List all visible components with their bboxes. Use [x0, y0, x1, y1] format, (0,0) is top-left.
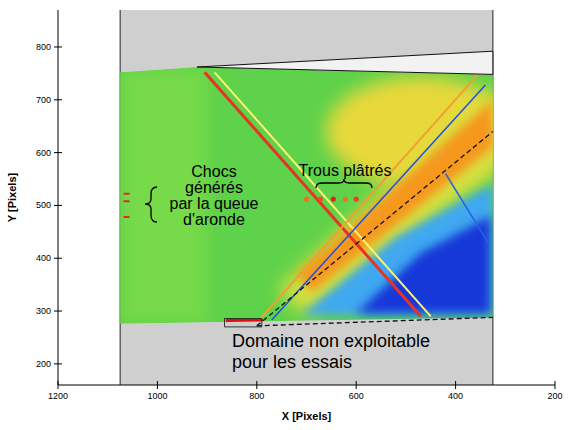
shock-line: [259, 74, 478, 320]
y-axis-title: Y [Pixels]: [6, 173, 18, 223]
y-tick: [54, 311, 58, 312]
y-tick: [54, 46, 58, 47]
plaster-hole: [304, 196, 309, 201]
red-zone: [226, 319, 263, 324]
y-tick-label: 300: [36, 306, 51, 316]
y-tick-label: 700: [36, 95, 51, 105]
y-tick-label: 500: [36, 200, 51, 210]
annotation-holes: Trous plâtrés: [299, 162, 392, 179]
plaster-hole: [318, 196, 323, 201]
shock-line: [446, 174, 488, 243]
x-tick-label: 1200: [48, 391, 68, 401]
invalid-domain-edge: [257, 131, 493, 325]
y-tick-inner: [58, 205, 62, 206]
x-tick-inner: [157, 381, 158, 385]
annotation-shocks: Chocs: [191, 163, 236, 180]
y-tick-label: 600: [36, 148, 51, 158]
x-tick: [555, 385, 556, 389]
dovetail-shock: [124, 216, 130, 218]
shock-line: [272, 85, 486, 320]
chart-svg: 1200 1000 800 600 400 200 200 300 400 500 600 700 80…: [0, 0, 572, 430]
y-tick-label: 200: [36, 359, 51, 369]
y-tick-inner: [58, 363, 62, 364]
y-tick-inner: [58, 311, 62, 312]
x-tick-label: 600: [349, 391, 364, 401]
y-tick: [54, 152, 58, 153]
window-panel: [120, 10, 493, 385]
brace-shocks: [145, 187, 157, 222]
annotation-shocks: par la queue: [170, 195, 259, 212]
plaster-hole: [343, 196, 348, 201]
invalid-domain-edge: [257, 317, 493, 325]
x-tick-label: 400: [448, 391, 463, 401]
x-tick-inner: [256, 381, 257, 385]
x-tick: [356, 385, 357, 389]
annotation-domain: Domaine non exploitable: [232, 331, 430, 351]
x-tick-label: 800: [249, 391, 264, 401]
annotation-shocks: générés: [185, 179, 243, 196]
dovetail-shock: [124, 193, 130, 195]
color-field: [120, 67, 516, 324]
y-tick-inner: [58, 152, 62, 153]
annotation-shocks: d'aronde: [183, 211, 245, 228]
plaster-hole: [354, 196, 359, 201]
x-tick-inner: [356, 381, 357, 385]
chart-root: 1200 1000 800 600 400 200 200 300 400 500 600 700 80…: [0, 0, 572, 430]
x-tick-label: 200: [547, 391, 562, 401]
y-tick: [54, 363, 58, 364]
y-tick-label: 400: [36, 253, 51, 263]
model-wedge: [197, 51, 493, 74]
x-tick-inner: [455, 381, 456, 385]
x-tick: [256, 385, 257, 389]
dovetail-shock: [124, 200, 130, 202]
plaster-hole: [331, 196, 336, 201]
plot-area: [120, 10, 516, 385]
x-tick-inner: [555, 381, 556, 385]
y-tick-inner: [58, 46, 62, 47]
y-tick: [54, 258, 58, 259]
annotation-domain: pour les essais: [232, 352, 352, 372]
y-tick: [54, 205, 58, 206]
x-tick: [157, 385, 158, 389]
y-axis-line: [58, 10, 59, 385]
y-tick-label: 800: [36, 42, 51, 52]
y-tick-inner: [58, 258, 62, 259]
x-tick-inner: [58, 381, 59, 385]
x-tick: [58, 385, 59, 389]
x-axis-title: X [Pixels]: [282, 410, 332, 422]
x-tick-label: 1000: [147, 391, 167, 401]
y-tick-inner: [58, 99, 62, 100]
brace-holes: [316, 179, 372, 188]
invalid-domain-box: [225, 319, 262, 327]
y-tick: [54, 99, 58, 100]
x-tick: [455, 385, 456, 389]
x-axis-line: [58, 385, 555, 386]
